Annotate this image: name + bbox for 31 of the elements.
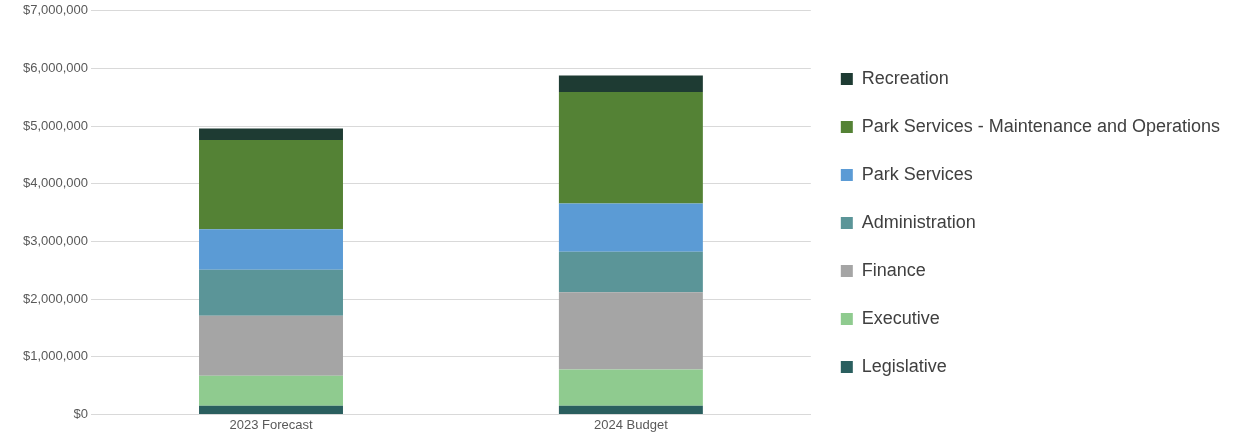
bar: [199, 269, 343, 316]
y-tick-label: $1,000,000: [22, 348, 89, 364]
bar: [199, 139, 343, 230]
legend-label: Park Services - Maintenance and Operations: [861, 115, 1221, 136]
bar: [558, 75, 703, 93]
y-tick-label: $2,000,000: [22, 290, 89, 306]
x-tick-label: 2024 Budget: [594, 416, 669, 432]
bar: [558, 369, 703, 406]
legend-label: Recreation: [861, 67, 949, 88]
bar: [558, 92, 703, 204]
bar: [558, 203, 703, 252]
bar: [199, 229, 343, 270]
y-tick-label: $6,000,000: [22, 60, 89, 76]
bar: [558, 292, 703, 370]
legend-label: Park Services: [861, 163, 973, 184]
bar: [199, 128, 343, 140]
y-tick-label: $7,000,000: [22, 2, 89, 18]
bar: [199, 375, 343, 406]
bar: [199, 315, 343, 376]
legend-label: Administration: [861, 211, 976, 232]
legend-label: Legislative: [861, 355, 947, 376]
y-tick-label: $0: [73, 405, 89, 421]
y-tick-label: $3,000,000: [22, 233, 89, 249]
y-tick-label: $4,000,000: [22, 175, 89, 191]
legend-label: Finance: [861, 259, 926, 280]
bar: [199, 405, 343, 414]
legend-label: Executive: [861, 307, 940, 328]
bar: [558, 251, 703, 293]
bar: [558, 405, 703, 414]
x-tick-label: 2023 Forecast: [229, 416, 313, 432]
y-tick-label: $5,000,000: [22, 117, 89, 133]
